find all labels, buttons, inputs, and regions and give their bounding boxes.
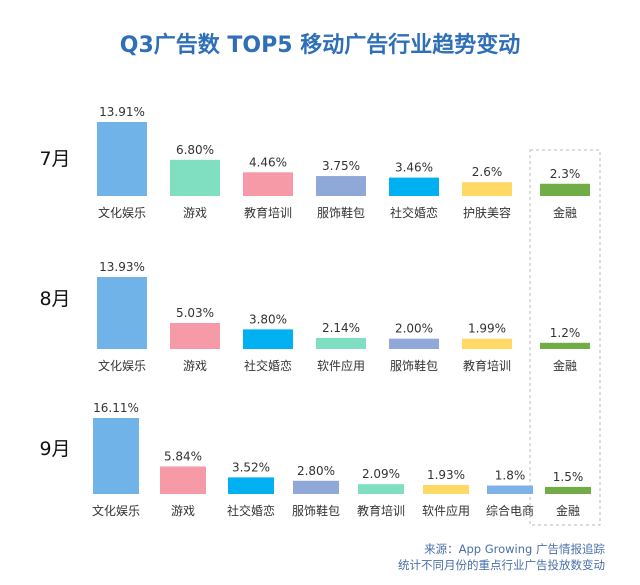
chart-title: Q3广告数 TOP5 移动广告行业趋势变动 [120,32,520,58]
bar-金融 [545,486,591,494]
category-label: 金融 [553,205,577,220]
category-label: 金融 [556,503,580,518]
value-label: 1.93% [427,468,465,482]
value-label: 16.11% [93,401,139,415]
category-label: 教育培训 [463,358,511,373]
bar-游戏 [170,323,220,349]
value-label: 3.80% [249,312,287,326]
value-label: 1.5% [553,470,584,484]
category-label: 服饰鞋包 [390,358,438,373]
value-label: 3.52% [232,460,270,474]
bar-文化娱乐 [97,277,147,349]
value-label: 3.46% [395,161,433,175]
category-label: 教育培训 [357,503,405,518]
value-label: 2.3% [550,167,581,181]
finance-highlight-box [529,149,601,526]
month-label: 9月 [39,438,70,460]
category-label: 金融 [553,358,577,373]
value-label: 4.46% [249,155,287,169]
value-label: 5.84% [164,449,202,463]
bar-教育培训 [243,172,293,196]
category-label: 文化娱乐 [98,358,146,373]
bar-社交婚恋 [389,177,439,196]
category-label: 教育培训 [244,205,292,220]
bar-金融 [540,183,590,196]
bar-游戏 [160,466,206,494]
bar-游戏 [170,159,220,196]
source-line-2: 统计不同月份的重点行业广告投放数变动 [398,558,605,572]
value-label: 2.14% [322,321,360,335]
value-label: 1.8% [495,469,526,483]
bar-软件应用 [316,337,366,349]
bar-服饰鞋包 [316,176,366,196]
category-label: 软件应用 [317,358,365,373]
value-label: 1.2% [550,326,581,340]
category-label: 综合电商 [486,503,534,518]
value-label: 13.93% [99,260,145,274]
category-label: 社交婚恋 [244,358,292,373]
value-label: 13.91% [99,105,145,119]
bar-护肤美容 [462,182,512,196]
category-label: 社交婚恋 [227,503,275,518]
chart-rows: 7月 13.91% 文化娱乐 6.80% 游戏 4.46% 教育培训 3.75% 服饰鞋包 3.4… [39,105,591,518]
bar-教育培训 [358,484,404,494]
bar-软件应用 [423,484,469,494]
category-label: 文化娱乐 [98,205,146,220]
bar-文化娱乐 [93,418,139,494]
category-label: 游戏 [171,504,195,518]
category-label: 游戏 [183,206,207,220]
value-label: 2.09% [362,467,400,481]
value-label: 2.6% [472,165,503,179]
source-line-1: 来源：App Growing 广告情报追踪 [424,542,605,556]
category-label: 软件应用 [422,503,470,518]
bar-综合电商 [487,485,533,494]
value-label: 2.80% [297,464,335,478]
value-label: 3.75% [322,159,360,173]
bar-社交婚恋 [228,477,274,494]
value-label: 1.99% [468,322,506,336]
value-label: 5.03% [176,306,214,320]
month-label: 7月 [39,148,70,170]
category-label: 护肤美容 [463,205,511,220]
category-label: 服饰鞋包 [292,503,340,518]
bar-服饰鞋包 [293,480,339,494]
bar-服饰鞋包 [389,338,439,349]
bar-社交婚恋 [243,329,293,349]
category-label: 服饰鞋包 [317,205,365,220]
month-label: 8月 [39,288,70,310]
bar-教育培训 [462,338,512,349]
category-label: 社交婚恋 [390,205,438,220]
bar-文化娱乐 [97,122,147,196]
value-label: 2.00% [395,322,433,336]
category-label: 文化娱乐 [92,503,140,518]
value-label: 6.80% [176,143,214,157]
bar-金融 [540,342,590,349]
category-label: 游戏 [183,359,207,373]
